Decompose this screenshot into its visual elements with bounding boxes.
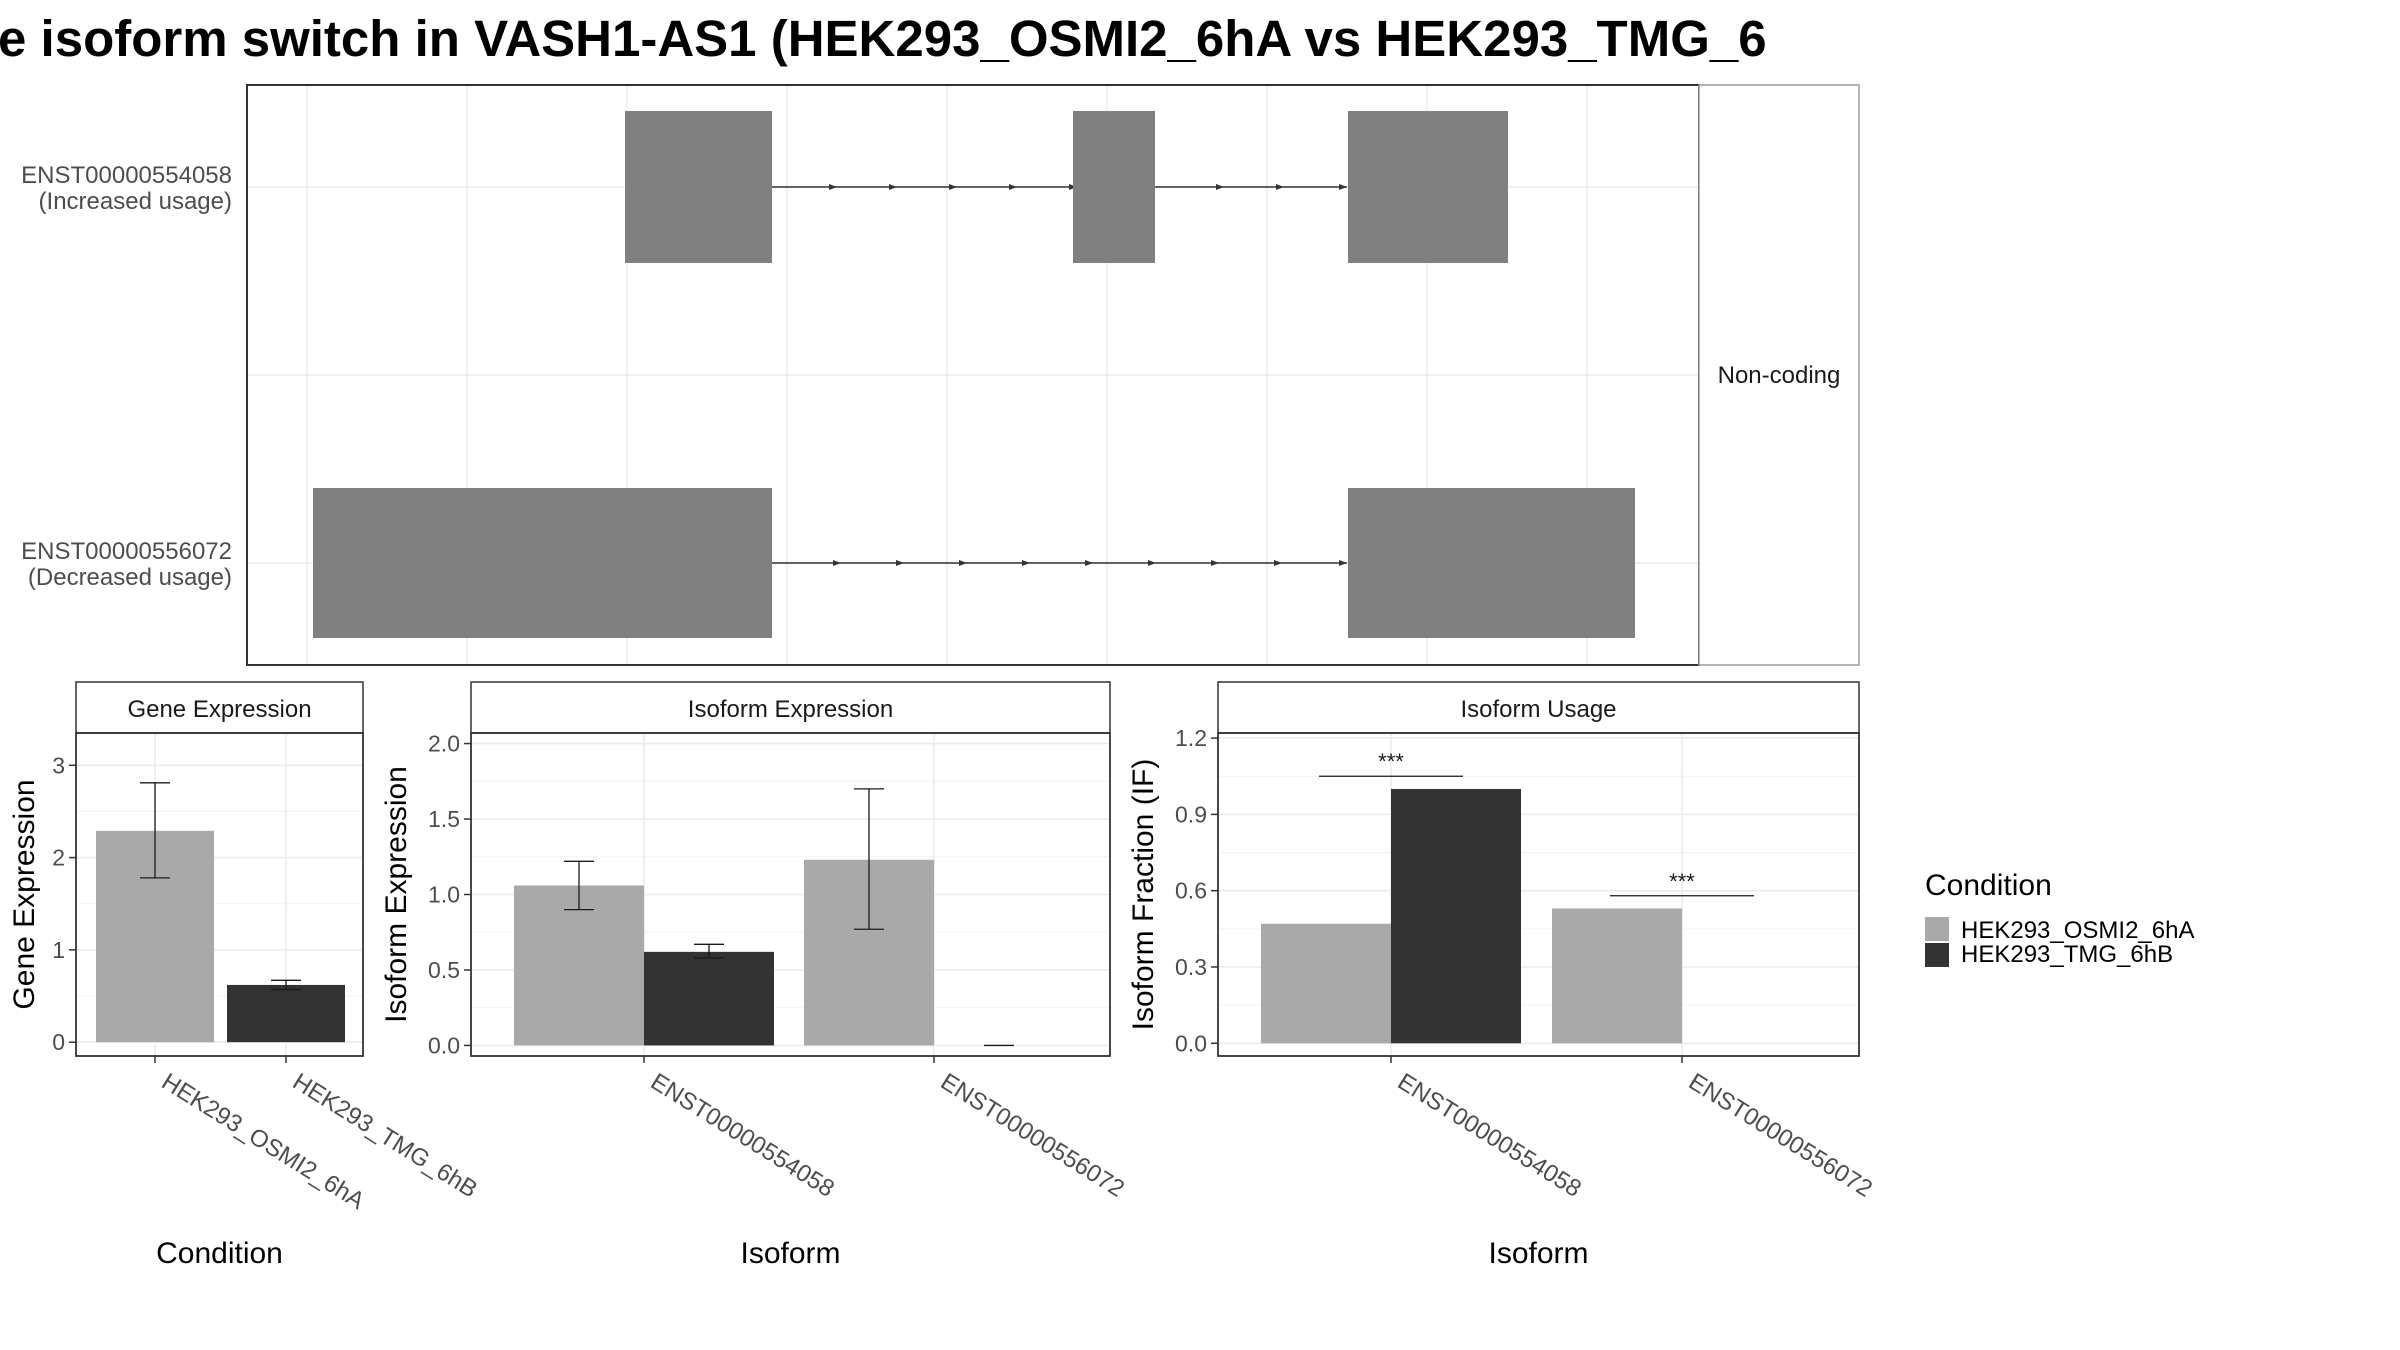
isoform-id-label: ENST00000556072 [21, 538, 232, 565]
y-axis-title: Isoform Fraction (IF) [1127, 759, 1160, 1031]
y-tick-label: 1 [52, 937, 65, 963]
panel-title: Gene Expression [127, 696, 311, 723]
x-tick-label: ENST00000554058 [1393, 1068, 1586, 1203]
y-tick-label: 0.6 [1175, 878, 1207, 904]
intron-arrows [833, 560, 1347, 566]
intron-arrow-marker [1339, 560, 1347, 566]
intron-arrow-marker [889, 184, 897, 190]
panel-strip [470, 681, 1111, 734]
structure-panel: Non-coding ENST00000554058 (Increased us… [21, 84, 1860, 666]
bar-chart-panels: Gene Expression0123HEK293_OSMI2_6hAHEK29… [8, 681, 1877, 1270]
bar [514, 885, 644, 1046]
isoform-track-2 [313, 488, 1635, 638]
x-axis-title: Isoform [1488, 1237, 1588, 1270]
intron-arrow-marker [1148, 560, 1156, 566]
y-tick-label: 2 [52, 845, 65, 871]
isoform-track-1 [625, 111, 1508, 263]
legend-label: HEK293_OSMI2_6hA [1961, 917, 2194, 944]
isoform-usage-label: (Increased usage) [39, 188, 232, 215]
panel-title: Isoform Usage [1460, 696, 1616, 723]
bar [644, 951, 774, 1046]
exon-block [625, 111, 772, 263]
x-tick-label: ENST00000556072 [1684, 1068, 1877, 1203]
legend-label: HEK293_TMG_6hB [1961, 941, 2173, 968]
isoform-usage-label: (Decreased usage) [28, 564, 232, 591]
panel-border [1217, 732, 1860, 1057]
intron-arrow-marker [1009, 184, 1017, 190]
intron-arrow-marker [1022, 560, 1030, 566]
figure-title: e isoform switch in VASH1-AS1 (HEK293_OS… [0, 10, 1767, 67]
intron-arrow-marker [1274, 560, 1282, 566]
legend-swatch-cond1 [1925, 917, 1949, 941]
y-axis-title: Isoform Expression [380, 766, 413, 1023]
y-axis-title: Gene Expression [8, 779, 41, 1009]
error-bar [271, 979, 301, 991]
y-tick-label: 2.0 [428, 731, 460, 757]
exon-block [313, 488, 772, 638]
legend-swatch-cond2 [1925, 943, 1949, 967]
intron-arrow-marker [949, 184, 957, 190]
panel-title: Isoform Expression [688, 696, 893, 723]
x-axis-title: Isoform [740, 1237, 840, 1270]
facet-strip [1698, 84, 1860, 666]
bar [227, 984, 345, 1043]
facet-label: Non-coding [1718, 362, 1841, 389]
significance-label: *** [1669, 869, 1695, 894]
exon-block [1073, 111, 1155, 263]
intron-arrow-marker [1085, 560, 1093, 566]
error-bar [854, 788, 884, 930]
y-tick-label: 1.5 [428, 806, 460, 832]
exon-block [1348, 488, 1635, 638]
isoform-id-label: ENST00000554058 [21, 162, 232, 189]
bar [1261, 923, 1391, 1044]
panel-border [75, 732, 364, 1057]
y-tick-label: 3 [52, 752, 65, 778]
error-bar [694, 943, 724, 959]
intron-arrow-marker [829, 184, 837, 190]
y-tick-label: 0 [52, 1029, 65, 1055]
chart-panel-3: Isoform Usage *** *** 0.0 0.3 0.6 0.9 1.2 ENST00… [1127, 681, 1877, 1270]
error-bar [564, 860, 594, 911]
bar [1552, 908, 1682, 1044]
significance-label: *** [1378, 749, 1404, 774]
intron-arrow-marker [1211, 560, 1219, 566]
panel-strip [1217, 681, 1860, 734]
y-tick-label: 1.0 [428, 882, 460, 908]
x-axis-title: Condition [156, 1237, 283, 1270]
y-tick-label: 0.5 [428, 957, 460, 983]
y-tick-label: 0.0 [1175, 1030, 1207, 1056]
panel-strip [75, 681, 364, 734]
y-tick-label: 0.9 [1175, 801, 1207, 827]
bar [1391, 788, 1521, 1044]
intron-arrow-marker [1339, 184, 1347, 190]
x-tick-label: ENST00000554058 [646, 1068, 839, 1203]
y-tick-label: 0.3 [1175, 954, 1207, 980]
intron-arrow-marker [896, 560, 904, 566]
intron-arrow-marker [959, 560, 967, 566]
intron-arrow-marker [833, 560, 841, 566]
x-tick-label: ENST00000556072 [936, 1068, 1129, 1203]
error-bar [140, 782, 170, 879]
exon-block [1348, 111, 1508, 263]
legend-title: Condition [1925, 869, 2052, 902]
y-tick-label: 1.2 [1175, 725, 1207, 751]
y-tick-label: 0.0 [428, 1032, 460, 1058]
chart-panel-2: Isoform Expression 0.0 0.5 1.0 1.5 2.0 ENST000… [380, 681, 1129, 1270]
intron-arrow-marker [1276, 184, 1284, 190]
legend: Condition HEK293_OSMI2_6hA HEK293_TMG_6h… [1925, 869, 2194, 968]
intron-arrow-marker [1216, 184, 1224, 190]
